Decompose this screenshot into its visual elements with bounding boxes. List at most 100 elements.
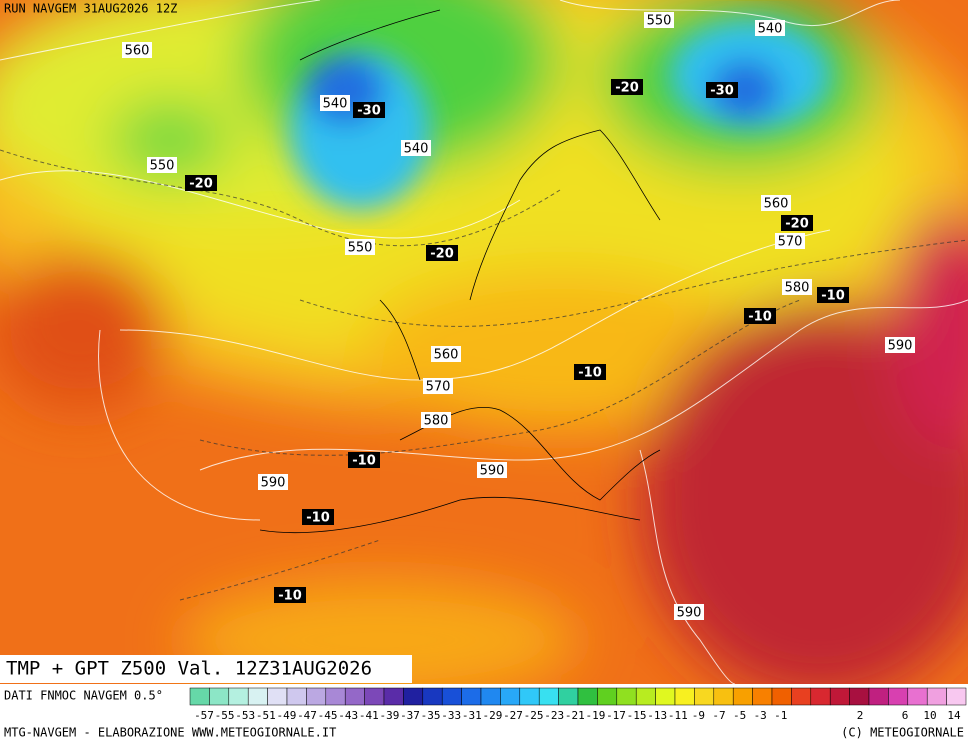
height-label: 590 xyxy=(261,476,286,491)
height-label: 550 xyxy=(647,14,672,29)
colorbar-swatch xyxy=(209,687,230,706)
colorbar-label: -49 xyxy=(276,709,296,722)
footer-left: MTG-NAVGEM - ELABORAZIONE WWW.METEOGIORN… xyxy=(4,726,336,740)
temp-label: -10 xyxy=(278,589,302,604)
colorbar-label: -25 xyxy=(524,709,544,722)
height-label-bg xyxy=(147,157,177,173)
colorbar-label: -43 xyxy=(338,709,358,722)
colorbar-label: -41 xyxy=(359,709,379,722)
colorbar-label: -55 xyxy=(215,709,235,722)
height-label-bg xyxy=(345,239,375,255)
source-label: DATI FNMOC NAVGEM 0.5° xyxy=(4,689,163,703)
height-label-bg xyxy=(885,337,915,353)
temp-label-bg xyxy=(426,245,458,261)
colorbar-swatch xyxy=(577,687,598,706)
height-label-bg xyxy=(782,279,812,295)
height-label-bg xyxy=(431,346,461,362)
colorbar-swatch xyxy=(752,687,773,706)
footer-right: (C) METEOGIORNALE xyxy=(841,726,964,740)
colorbar-swatch xyxy=(228,687,249,706)
colorbar-swatch xyxy=(519,687,540,706)
temp-label: -10 xyxy=(578,366,602,381)
height-label: 560 xyxy=(125,44,150,59)
colorbar-swatch xyxy=(829,687,850,706)
colorbar-swatch xyxy=(461,687,482,706)
colorbar-swatch xyxy=(907,687,928,706)
height-label-bg xyxy=(421,412,451,428)
colorbar-label: -35 xyxy=(421,709,441,722)
colorbar-label: -21 xyxy=(565,709,585,722)
colorbar-swatch xyxy=(267,687,288,706)
colorbar-swatch xyxy=(364,687,385,706)
temp-label: -20 xyxy=(785,217,809,232)
colorbar-label: -11 xyxy=(668,709,688,722)
colorbar-label: 2 xyxy=(857,709,864,722)
temp-label-bg xyxy=(274,587,306,603)
height-label: 550 xyxy=(348,241,373,256)
colorbar-label: 10 xyxy=(923,709,936,722)
map-title: TMP + GPT Z500 Val. 12Z31AUG2026 xyxy=(6,658,372,680)
height-label: 590 xyxy=(677,606,702,621)
coastlines xyxy=(259,9,661,534)
height-label-bg xyxy=(755,20,785,36)
height-label: 570 xyxy=(778,235,803,250)
colorbar-swatch xyxy=(713,687,734,706)
height-label: 570 xyxy=(426,380,451,395)
height-label-bg xyxy=(761,195,791,211)
height-label: 540 xyxy=(758,22,783,37)
height-label-bg xyxy=(122,42,152,58)
height-label-bg xyxy=(423,378,453,394)
colorbar-label: 14 xyxy=(947,709,961,722)
temp-label: -20 xyxy=(189,177,213,192)
temp-label: -30 xyxy=(357,104,381,119)
colorbar-swatch xyxy=(791,687,812,706)
colorbar-swatch xyxy=(616,687,637,706)
height-label-bg xyxy=(320,95,350,111)
colorbar-label: -53 xyxy=(235,709,255,722)
temp-label-bg xyxy=(611,79,643,95)
height-label-bg xyxy=(477,462,507,478)
colorbar-swatch xyxy=(597,687,618,706)
colorbar-label: -17 xyxy=(606,709,626,722)
colorbar-label: -47 xyxy=(297,709,317,722)
colorbar-label: -33 xyxy=(441,709,461,722)
temp-label: -10 xyxy=(352,454,376,469)
height-label: 590 xyxy=(888,339,913,354)
temp-label: -20 xyxy=(615,81,639,96)
height-label-bg xyxy=(674,604,704,620)
colorbar-label: -37 xyxy=(400,709,420,722)
colorbar-swatch xyxy=(344,687,365,706)
colorbar-label: -3 xyxy=(754,709,767,722)
colorbar-swatch xyxy=(383,687,404,706)
colorbar-label: 6 xyxy=(902,709,909,722)
colorbar-label: -27 xyxy=(503,709,523,722)
colorbar-label: -39 xyxy=(379,709,399,722)
colorbar-swatch xyxy=(558,687,579,706)
height-label-bg xyxy=(775,233,805,249)
height-label: 580 xyxy=(424,414,449,429)
temp-label-bg xyxy=(353,102,385,118)
colorbar-swatch xyxy=(946,687,967,706)
temp-label: -20 xyxy=(430,247,454,262)
height-label: 580 xyxy=(785,281,810,296)
temp-label-bg xyxy=(185,175,217,191)
colorbar-swatch xyxy=(771,687,792,706)
colorbar-label: -15 xyxy=(627,709,647,722)
colorbar-swatch xyxy=(500,687,521,706)
height-label-bg xyxy=(401,140,431,156)
colorbar-swatch xyxy=(694,687,715,706)
colorbar-swatch xyxy=(403,687,424,706)
colorbar-swatch xyxy=(926,687,947,706)
colorbar-swatch xyxy=(325,687,346,706)
title-box xyxy=(0,655,412,683)
temp-label-bg xyxy=(817,287,849,303)
colorbar-swatch xyxy=(888,687,909,706)
height-label: 540 xyxy=(323,97,348,112)
colorbar-swatch xyxy=(286,687,307,706)
height-label-bg xyxy=(644,12,674,28)
height-label: 550 xyxy=(150,159,175,174)
colorbar-label: -51 xyxy=(256,709,276,722)
colorbar-swatch xyxy=(247,687,268,706)
temp-label-bg xyxy=(744,308,776,324)
